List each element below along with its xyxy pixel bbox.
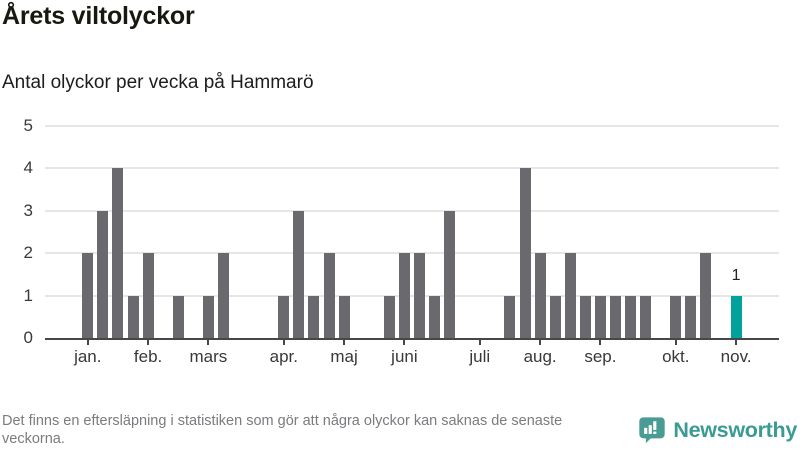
gridline-3 [45, 209, 779, 212]
bar-week-29 [504, 295, 516, 338]
highlight-value-label: 1 [731, 266, 741, 284]
y-tick-label-4: 4 [23, 158, 33, 177]
x-tick-label-okt: okt. [662, 347, 690, 366]
x-tick-juni [403, 338, 406, 345]
bar-week-4 [127, 295, 139, 338]
x-tick-label-juli: juli [469, 347, 491, 366]
x-tick-apr [282, 338, 285, 345]
chart-title: Årets viltolyckor [2, 2, 195, 30]
bar-week-24 [429, 295, 441, 338]
bar-week-32 [549, 295, 561, 338]
gridline-2 [45, 252, 779, 254]
bar-week-40 [670, 295, 682, 338]
x-tick-label-aug: aug. [523, 347, 557, 366]
bar-week-3 [112, 168, 124, 338]
y-tick-label-1: 1 [23, 285, 33, 305]
bar-week-35 [594, 295, 606, 338]
gridline-1 [45, 294, 779, 297]
x-tick-aug [539, 338, 542, 345]
bar-week-7 [172, 295, 184, 338]
bar-week-42 [700, 253, 712, 338]
bar-week-16 [308, 295, 320, 338]
gridline-5 [45, 124, 779, 127]
footnote: Det finns en eftersläpning i statistiken… [2, 413, 563, 448]
bar-week-9 [202, 295, 214, 338]
x-tick-mars [207, 338, 210, 345]
newsworthy-logo: Newsworthy [638, 416, 797, 444]
bar-week-14 [278, 295, 290, 338]
y-axis-labels: 0 1 2 3 4 5 [0, 116, 37, 348]
x-axis-line [45, 338, 779, 340]
gridline-4 [45, 167, 779, 169]
x-tick-label-feb: feb. [133, 347, 163, 366]
bar-week-15 [293, 210, 305, 338]
y-tick-label-2: 2 [23, 243, 33, 262]
x-tick-jan [86, 338, 89, 345]
bar-week-17 [323, 253, 335, 338]
plot-area: jan. feb. mars apr. maj juni juli aug. sep. okt. n… [45, 124, 779, 366]
bar-week-34 [579, 295, 591, 338]
x-tick-feb [147, 338, 150, 345]
y-tick-label-5: 5 [23, 115, 33, 135]
bar-week-18 [338, 295, 350, 338]
bar-week-21 [383, 295, 395, 338]
bar-week-31 [534, 253, 546, 338]
x-tick-nov [735, 338, 738, 345]
x-tick-label-mars: mars [189, 347, 228, 366]
x-tick-label-maj: maj [330, 347, 358, 366]
chart-subtitle: Antal olyckor per vecka på Hammarö [2, 72, 314, 93]
y-tick-label-3: 3 [23, 200, 33, 220]
x-tick-label-apr: apr. [269, 347, 298, 366]
bar-week-37 [625, 295, 637, 338]
bar-week-23 [413, 253, 425, 338]
bar-week-10 [217, 253, 229, 338]
bar-week-41 [685, 295, 697, 338]
x-tick-juli [478, 338, 481, 345]
x-tick-label-jan: jan. [74, 347, 102, 366]
newsworthy-icon [639, 417, 666, 444]
bar-week-44 [730, 295, 742, 338]
bar-week-22 [398, 253, 410, 338]
bar-week-25 [444, 210, 456, 338]
bar-week-30 [519, 168, 531, 338]
bar-week-2 [97, 210, 109, 338]
x-tick-label-juni: juni [391, 347, 418, 366]
bar-week-36 [609, 295, 621, 338]
y-tick-label-0: 0 [23, 328, 33, 347]
bar-week-33 [564, 253, 576, 338]
x-tick-okt [674, 338, 677, 345]
x-tick-label-nov: nov. [720, 347, 752, 366]
x-tick-maj [343, 338, 346, 345]
bar-week-5 [142, 253, 154, 338]
x-tick-sep [599, 338, 602, 345]
newsworthy-wordmark: Newsworthy [673, 417, 797, 442]
bar-week-38 [640, 295, 652, 338]
x-tick-label-sep: sep. [584, 347, 617, 366]
bar-week-1 [82, 253, 94, 338]
